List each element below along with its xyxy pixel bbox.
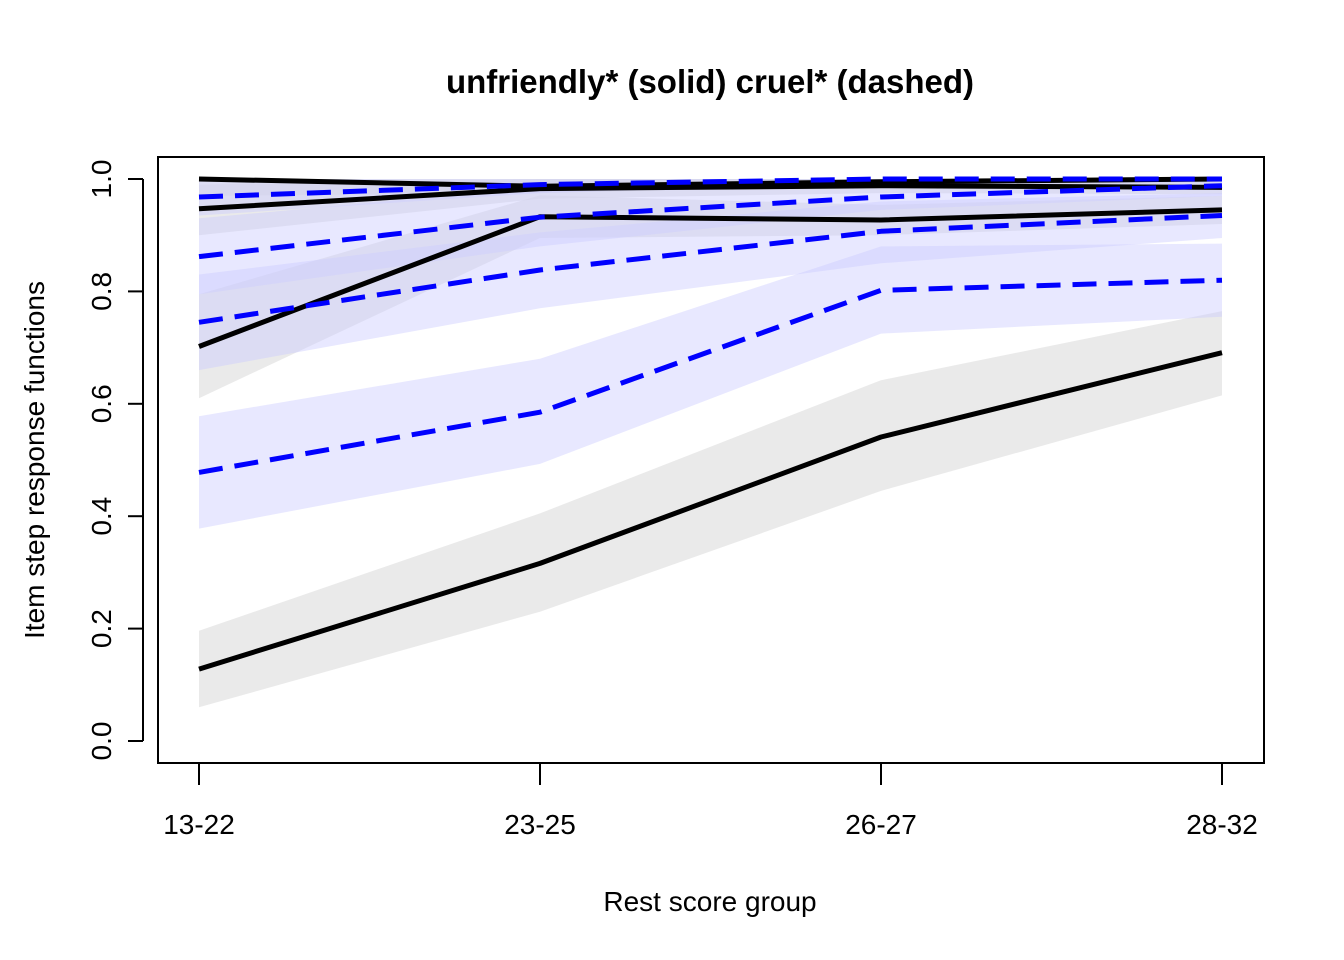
y-axis: 0.0 0.2 0.4 0.6 0.8 1.0 [86,160,144,761]
x-axis: 13-22 23-25 26-27 28-32 [163,762,1258,840]
x-tick-label-3: 28-32 [1186,809,1258,840]
x-axis-label: Rest score group [603,886,816,917]
series-line-6 [198,213,1223,325]
x-tick-label-0: 13-22 [163,809,235,840]
series-line-8 [198,176,1222,200]
y-tick-label-2: 0.4 [86,497,117,536]
y-tick-label-1: 0.2 [86,609,117,648]
y-axis-label: Item step response functions [19,281,50,639]
confidence-band-6 [199,193,1222,371]
y-tick-label-0: 0.0 [86,722,117,761]
confidence-band-7 [199,179,1222,295]
y-tick-label-4: 0.8 [86,272,117,311]
confidence-band-2 [199,195,1222,399]
x-tick-label-2: 26-27 [845,809,917,840]
series-lines [198,176,1223,672]
series-line-1 [198,350,1223,672]
series-line-7 [198,183,1223,260]
series-line-3 [198,183,1223,212]
chart-title: unfriendly* (solid) cruel* (dashed) [446,63,974,100]
series-line-5 [198,277,1223,475]
y-tick-label-3: 0.6 [86,384,117,423]
confidence-band-1 [199,311,1222,708]
series-line-2 [198,207,1223,349]
y-tick-label-5: 1.0 [86,160,117,199]
confidence-band-5 [199,243,1222,529]
x-tick-label-1: 23-25 [504,809,576,840]
